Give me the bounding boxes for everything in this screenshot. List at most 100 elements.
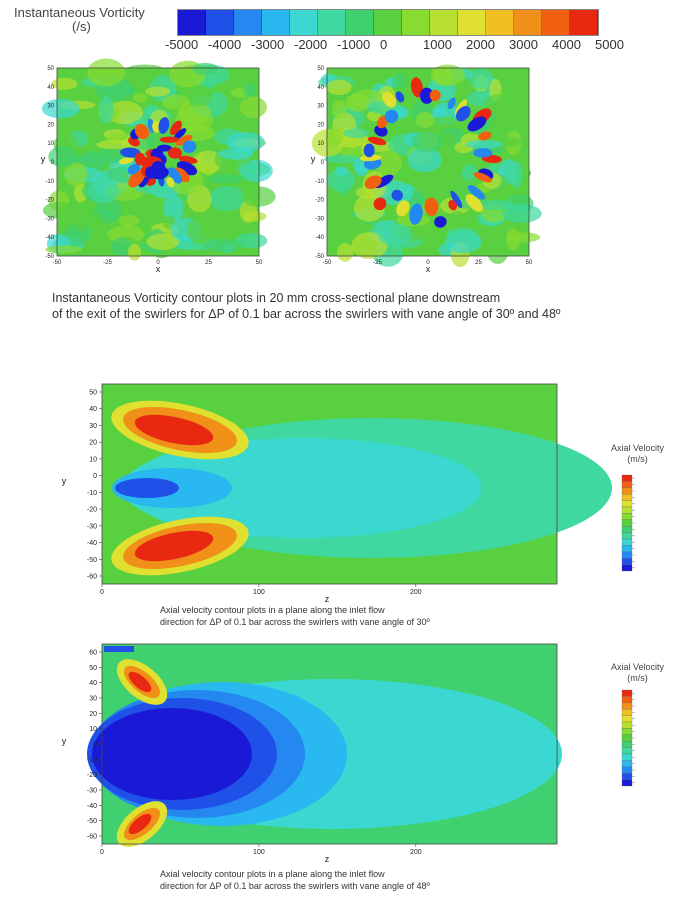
vorticity-colorbar-swatch [318, 10, 346, 35]
x-tick-label: 25 [475, 260, 482, 266]
vorticity-blob [391, 189, 403, 201]
contour-region [134, 530, 214, 562]
y-tick-label: 20 [89, 440, 97, 447]
vorticity-blob [128, 168, 146, 188]
background-mottle [334, 165, 348, 176]
y-tick-label: -30 [87, 788, 97, 795]
y-tick-label: -20 [87, 772, 97, 779]
background-mottle [332, 100, 347, 120]
y-tick-label: -30 [87, 523, 97, 530]
background-mottle [41, 98, 80, 119]
background-mottle [69, 155, 107, 164]
x-tick-label: 0 [426, 260, 430, 266]
legend-swatch [621, 753, 633, 761]
axial1-legend-colorbar [621, 474, 635, 572]
x-tick-label: 200 [410, 589, 422, 596]
y-tick-label: 50 [89, 665, 97, 672]
y-tick-label: -40 [315, 235, 324, 241]
y-tick-label: 10 [317, 141, 324, 147]
vorticity-blob [120, 147, 141, 158]
vorticity-blob [467, 185, 486, 200]
axial2-caption-line1: Axial velocity contour plots in a plane … [160, 869, 385, 879]
background-mottle [475, 199, 515, 211]
vorticity-blob [410, 77, 423, 98]
background-mottle [415, 111, 434, 129]
y-tick-label: 30 [317, 104, 324, 110]
vorticity-blob [173, 128, 187, 140]
y-tick-label: -50 [45, 254, 54, 260]
background-mottle [351, 232, 388, 260]
vorticity-blob [359, 154, 382, 162]
legend-swatch [621, 474, 633, 482]
legend-swatch [621, 773, 633, 780]
axial1-legend-title-line1: Axial Velocity [610, 443, 665, 453]
y-tick-label: 50 [317, 66, 324, 72]
background-mottle [133, 93, 147, 103]
background-mottle [337, 243, 354, 262]
y-axis-label: y [62, 476, 67, 486]
vorticity-blob [382, 91, 397, 108]
background-mottle [243, 83, 257, 98]
x-axis-label: x [426, 264, 431, 274]
y-tick-label: 50 [89, 390, 97, 397]
vorticity-colorbar-swatch [290, 10, 318, 35]
y-tick-label: -10 [315, 179, 324, 185]
vorticity-colorbar-swatch [178, 10, 206, 35]
y-tick-label: 20 [317, 122, 324, 128]
x-tick-label: 200 [410, 849, 422, 856]
axial1-legend-unit: (m/s) [627, 454, 648, 464]
x-tick-label: 50 [256, 260, 263, 266]
vorticity-blob [170, 120, 182, 136]
vorticity-colorbar-tick: 3000 [509, 37, 538, 52]
y-tick-label: -30 [45, 216, 54, 222]
background-mottle [239, 96, 267, 119]
y-tick-label: 20 [47, 122, 54, 128]
vorticity-colorbar-tick: 1000 [423, 37, 452, 52]
vorticity-caption-line2: of the exit of the swirlers for ΔP of 0.… [52, 307, 561, 321]
axial2-legend-unit: (m/s) [627, 673, 648, 683]
background-mottle [185, 86, 216, 97]
plot-frame [56, 67, 260, 257]
y-tick-label: -40 [87, 803, 97, 810]
contour-region [122, 438, 482, 538]
legend-swatch [621, 506, 633, 514]
vorticity-colorbar-tick: 0 [380, 37, 388, 52]
vorticity-colorbar-tick: 5000 [595, 37, 624, 52]
y-axis-label: y [41, 154, 46, 164]
vorticity-colorbar-tick: -5000 [165, 37, 199, 52]
background-mottle [411, 131, 443, 153]
vorticity-colorbar-swatch [458, 10, 486, 35]
y-tick-label: -10 [45, 179, 54, 185]
vorticity-colorbar-swatch [514, 10, 542, 35]
background-mottle [469, 68, 493, 90]
x-tick-label: 50 [526, 260, 533, 266]
vorticity-blob [395, 91, 405, 103]
axial1-caption-line1: Axial velocity contour plots in a plane … [160, 605, 385, 615]
axial2-caption-line2: direction for ΔP of 0.1 bar across the s… [160, 881, 430, 891]
y-tick-label: -50 [315, 254, 324, 260]
y-tick-label: 60 [89, 650, 97, 657]
x-tick-label: -25 [103, 260, 112, 266]
vorticity-legend-title-line1: Instantaneous Vorticity [14, 5, 145, 20]
background-mottle [126, 64, 164, 74]
y-tick-label: -20 [45, 198, 54, 204]
legend-swatch [621, 558, 633, 565]
vorticity-blob [467, 116, 487, 132]
background-mottle [378, 223, 413, 247]
vorticity-blob [158, 117, 170, 134]
background-mottle [45, 245, 83, 254]
background-mottle [501, 69, 515, 88]
background-mottle [96, 139, 136, 150]
vorticity-blob [465, 194, 483, 212]
y-tick-label: -20 [315, 198, 324, 204]
legend-swatch [621, 689, 633, 697]
background-mottle [51, 77, 78, 90]
background-mottle [145, 86, 171, 97]
legend-swatch [621, 538, 633, 546]
vorticity-colorbar-swatch [486, 10, 514, 35]
y-tick-label: -40 [45, 235, 54, 241]
background-mottle [208, 185, 246, 212]
x-tick-label: 100 [253, 849, 265, 856]
vorticity-blob [118, 157, 134, 165]
